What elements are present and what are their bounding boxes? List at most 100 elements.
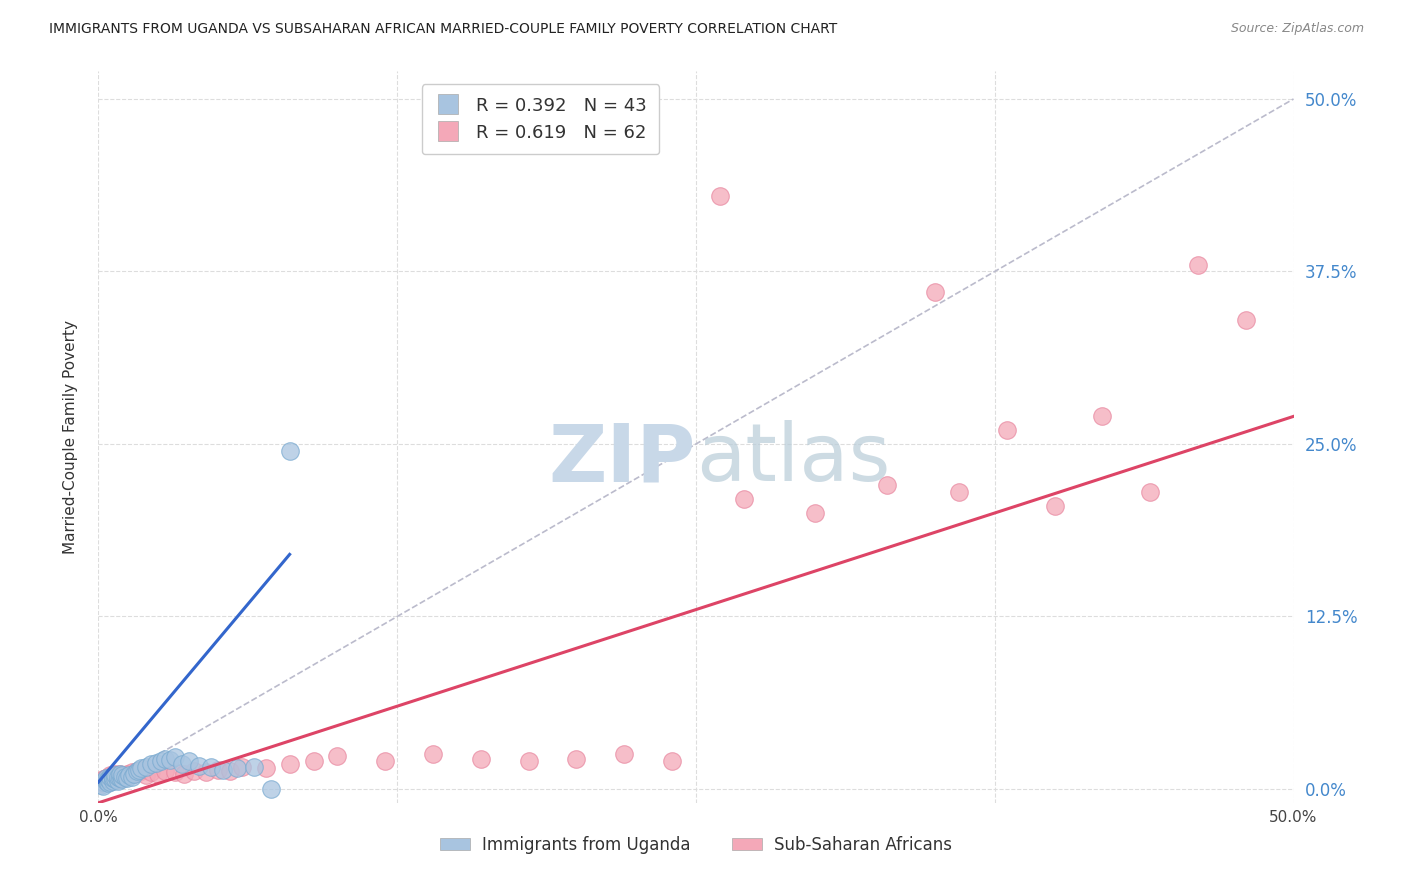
Point <box>155 764 177 778</box>
Point <box>94 773 117 788</box>
Point <box>125 764 148 778</box>
Point <box>121 765 143 780</box>
Point <box>97 770 120 784</box>
Point <box>131 761 153 775</box>
Point <box>259 782 281 797</box>
Point <box>101 773 124 788</box>
Point <box>1187 258 1209 272</box>
Text: IMMIGRANTS FROM UGANDA VS SUBSAHARAN AFRICAN MARRIED-COUPLE FAMILY POVERTY CORRE: IMMIGRANTS FROM UGANDA VS SUBSAHARAN AFR… <box>49 22 838 37</box>
Y-axis label: Married-Couple Family Poverty: Married-Couple Family Poverty <box>63 320 77 554</box>
Point <box>139 765 162 780</box>
Point <box>302 755 325 769</box>
Point <box>661 755 683 769</box>
Point <box>128 765 150 780</box>
Point <box>114 770 136 784</box>
Point <box>211 763 233 777</box>
Point <box>124 767 146 781</box>
Point <box>121 770 143 784</box>
Point <box>163 765 186 780</box>
Point <box>565 751 588 765</box>
Point <box>101 771 124 785</box>
Point <box>111 768 134 782</box>
Point <box>226 761 249 775</box>
Point <box>995 423 1018 437</box>
Point <box>374 755 396 769</box>
Point <box>948 485 970 500</box>
Text: atlas: atlas <box>696 420 890 498</box>
Point <box>107 772 129 787</box>
Point <box>98 775 122 789</box>
Point <box>326 748 349 763</box>
Point <box>733 492 755 507</box>
Text: Source: ZipAtlas.com: Source: ZipAtlas.com <box>1230 22 1364 36</box>
Point <box>107 773 129 788</box>
Point <box>139 757 162 772</box>
Point <box>243 760 266 774</box>
Point <box>104 770 127 784</box>
Point <box>90 773 112 788</box>
Point <box>108 767 131 781</box>
Point <box>924 285 946 300</box>
Point <box>104 767 127 781</box>
Point <box>97 772 120 787</box>
Point <box>98 770 122 784</box>
Point <box>709 188 731 202</box>
Point <box>278 443 301 458</box>
Point <box>135 760 157 774</box>
Point <box>200 760 222 774</box>
Point <box>101 771 124 785</box>
Point <box>470 751 492 765</box>
Point <box>108 767 131 781</box>
Point <box>1091 409 1114 424</box>
Point <box>173 767 195 781</box>
Point <box>517 755 540 769</box>
Point <box>219 764 242 778</box>
Point <box>613 747 636 762</box>
Point <box>97 775 120 789</box>
Point <box>187 758 209 772</box>
Point <box>145 756 167 770</box>
Point <box>94 773 117 788</box>
Point <box>876 478 898 492</box>
Point <box>118 768 141 782</box>
Point <box>128 763 150 777</box>
Point <box>804 506 827 520</box>
Point <box>111 768 134 782</box>
Point <box>91 772 114 787</box>
Point <box>108 771 131 785</box>
Point <box>115 767 138 781</box>
Point <box>98 768 122 782</box>
Point <box>163 750 186 764</box>
Point <box>124 767 146 781</box>
Point <box>115 771 138 785</box>
Point <box>97 776 120 790</box>
Point <box>91 775 114 789</box>
Point <box>131 763 153 777</box>
Point <box>1139 485 1161 500</box>
Point <box>183 764 205 778</box>
Point <box>125 764 148 778</box>
Point <box>107 768 129 782</box>
Point <box>90 776 112 790</box>
Point <box>104 768 127 782</box>
Point <box>207 763 229 777</box>
Point <box>90 778 112 792</box>
Point <box>104 772 127 787</box>
Point <box>1234 312 1257 326</box>
Point <box>91 775 114 789</box>
Legend: Immigrants from Uganda, Sub-Saharan Africans: Immigrants from Uganda, Sub-Saharan Afri… <box>433 829 959 860</box>
Point <box>94 771 117 785</box>
Point <box>149 755 172 769</box>
Point <box>1043 499 1066 513</box>
Point <box>231 760 253 774</box>
Point <box>98 772 122 787</box>
Point <box>172 757 194 772</box>
Point <box>94 771 117 785</box>
Point <box>101 768 124 782</box>
Point <box>114 770 136 784</box>
Point <box>254 761 277 775</box>
Point <box>111 772 134 787</box>
Point <box>179 755 201 769</box>
Point <box>107 770 129 784</box>
Point <box>159 753 181 767</box>
